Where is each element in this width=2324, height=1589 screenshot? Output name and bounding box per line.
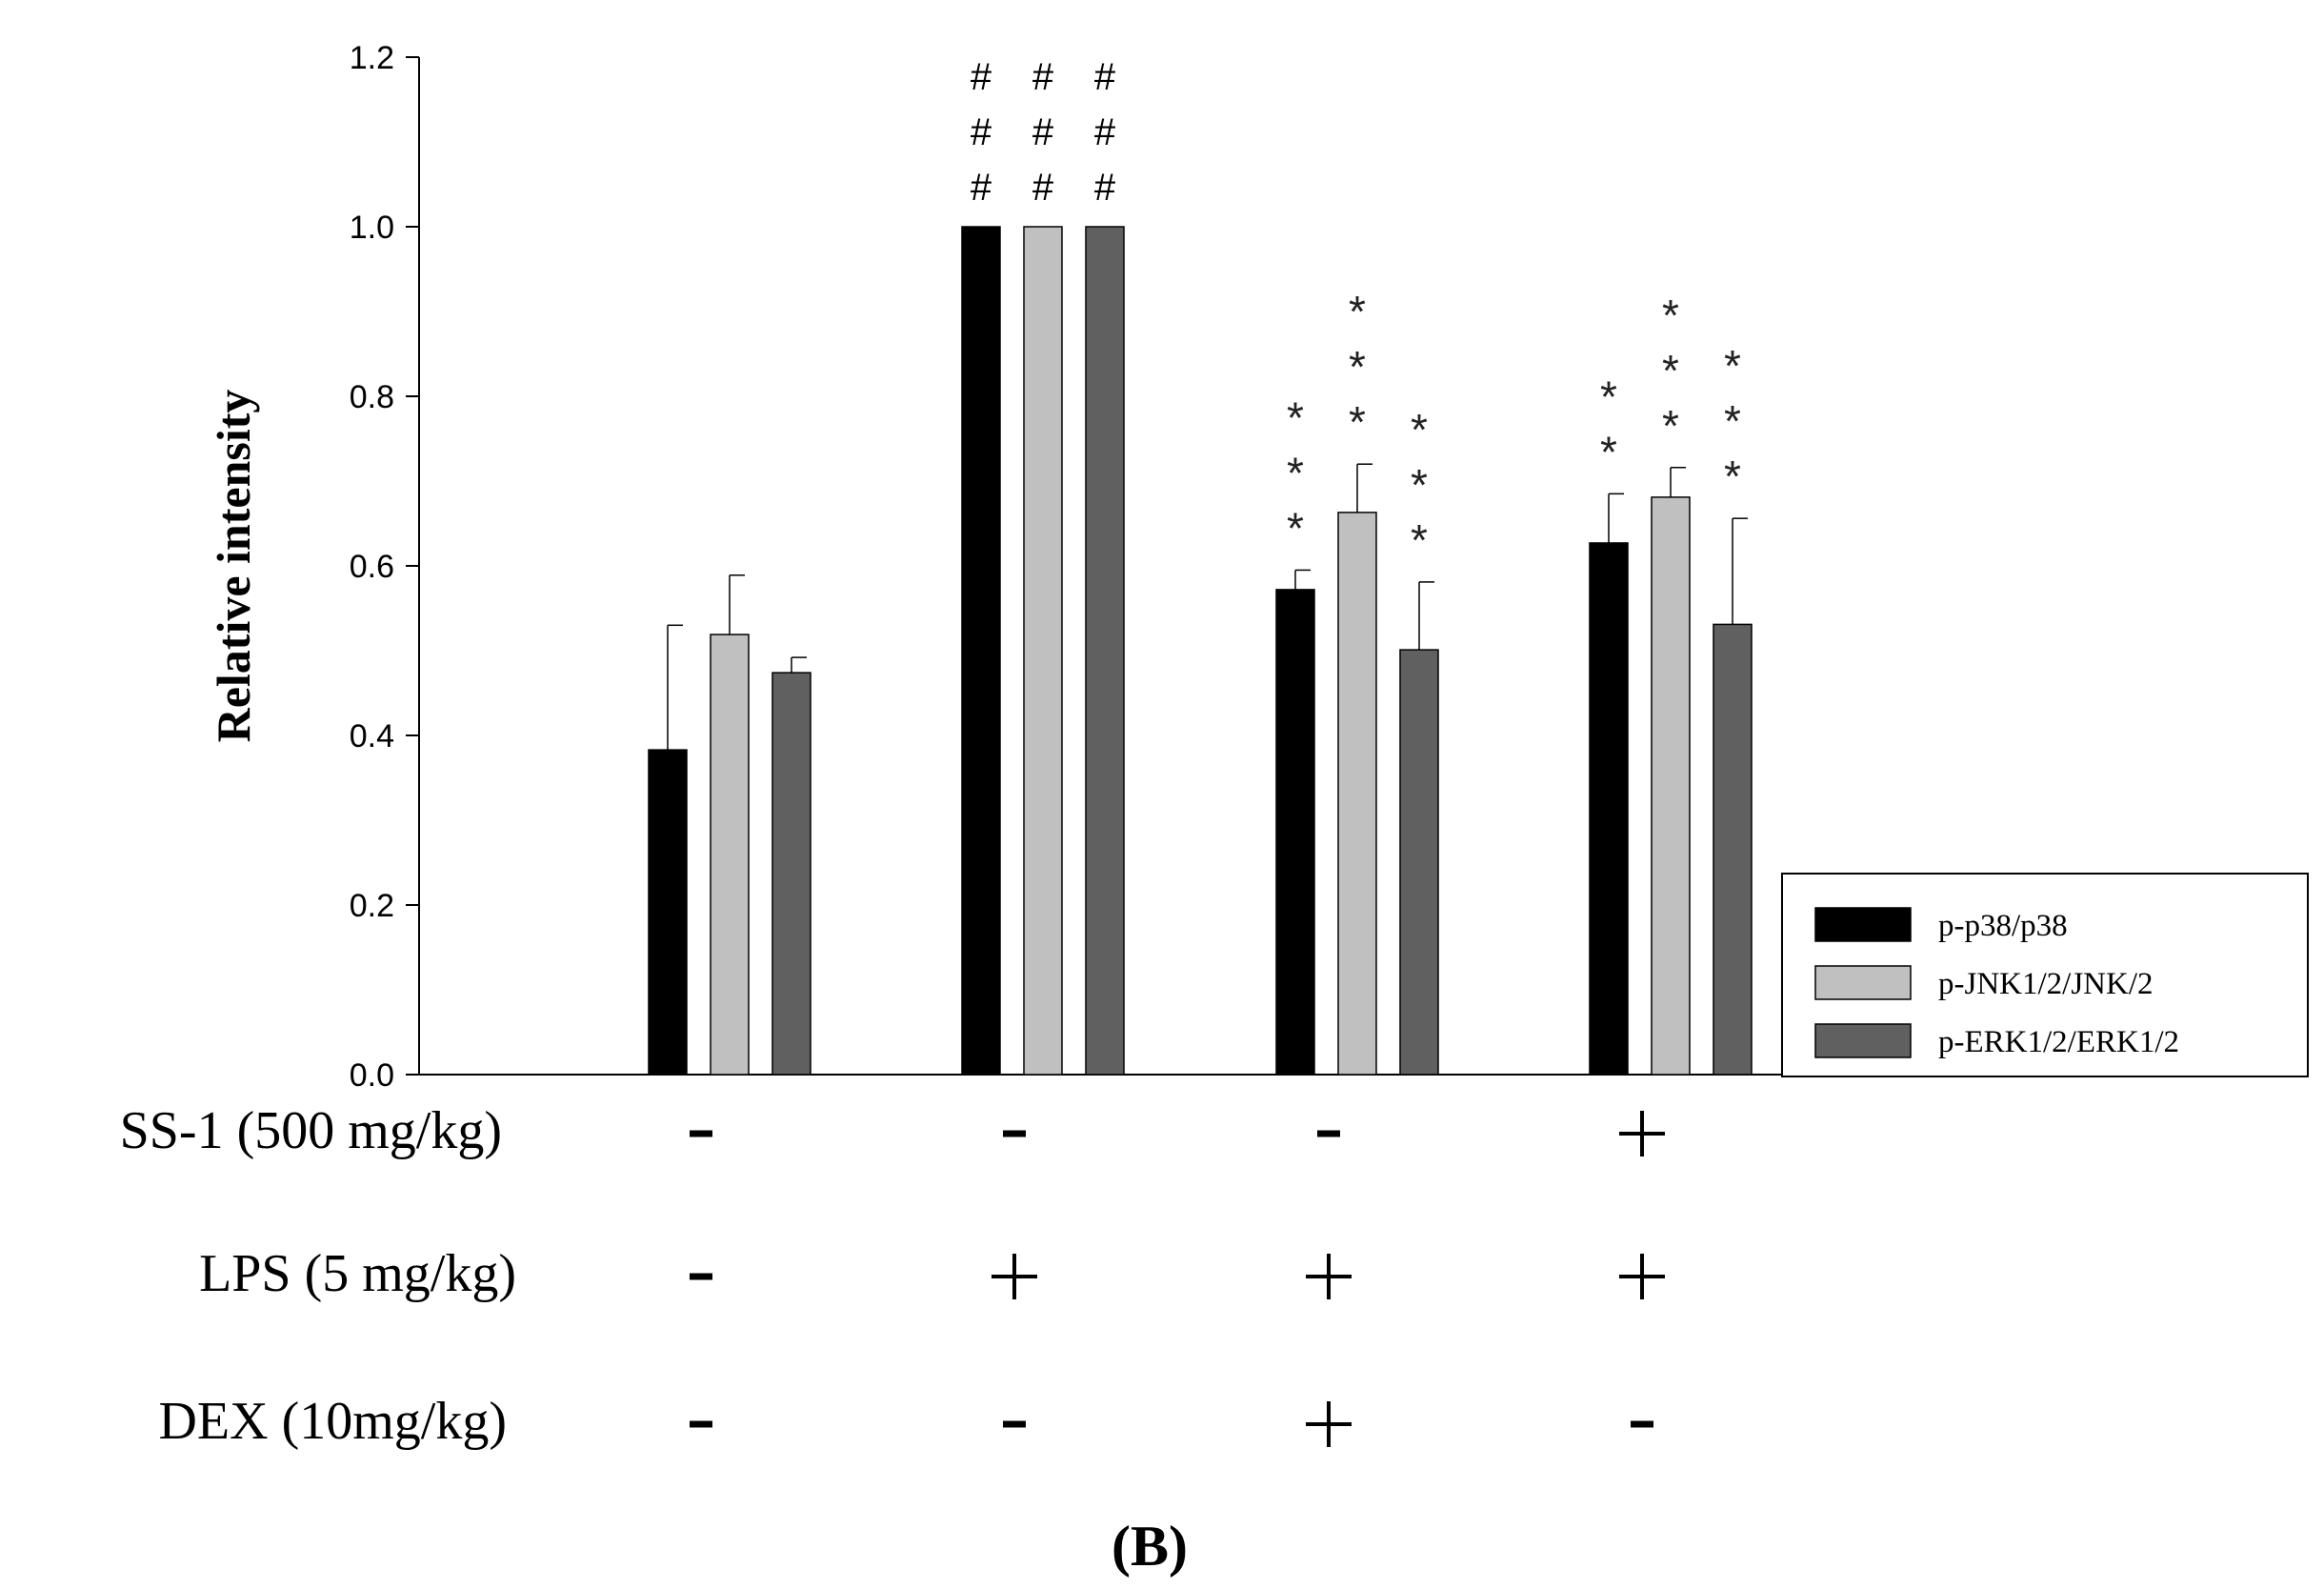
significance-marker: * xyxy=(1724,341,1741,391)
significance-marker: * xyxy=(1662,346,1679,395)
y-axis-ticks: 0.0 0.2 0.4 0.6 0.8 1.0 1.2 xyxy=(350,40,419,1094)
bar xyxy=(961,226,1001,1076)
legend-swatch xyxy=(1814,1023,1912,1058)
y-tick-label: 0.4 xyxy=(350,718,394,754)
y-tick-label: 1.0 xyxy=(350,210,394,246)
bar xyxy=(1713,623,1753,1076)
significance-marker: # xyxy=(971,167,992,209)
bar xyxy=(1589,542,1629,1076)
bar xyxy=(1399,649,1439,1076)
legend-label: p-JNK1/2/JNK/2 xyxy=(1938,967,2154,1001)
significance-marker: # xyxy=(971,111,992,153)
legend: p-p38/p38 p-JNK1/2/JNK/2 p-ERK1/2/ERK1/2 xyxy=(1781,873,2309,1077)
significance-marker: # xyxy=(1032,111,1054,153)
significance-marker: # xyxy=(1094,167,1116,209)
y-tick-label: 0.6 xyxy=(350,549,394,585)
significance-marker: * xyxy=(1287,448,1304,497)
bar xyxy=(1085,226,1125,1076)
panel-label: (B) xyxy=(1112,1515,1188,1578)
significance-marker: # xyxy=(1032,56,1054,98)
significance-marker: * xyxy=(1600,372,1617,421)
legend-label: p-ERK1/2/ERK1/2 xyxy=(1938,1025,2179,1059)
y-tick-label: 1.2 xyxy=(350,40,394,76)
significance-marker: * xyxy=(1724,396,1741,446)
significance-marker: # xyxy=(971,56,992,98)
bar xyxy=(1651,496,1691,1076)
legend-swatch xyxy=(1814,907,1912,942)
significance-marker: * xyxy=(1349,342,1366,392)
significance-marker: * xyxy=(1349,397,1366,447)
significance-marker: # xyxy=(1094,56,1116,98)
significance-marker: * xyxy=(1600,427,1617,476)
significance-marker: * xyxy=(1349,287,1366,336)
legend-label: p-p38/p38 xyxy=(1938,909,2068,943)
significance-marker: * xyxy=(1287,503,1304,553)
significance-marker: * xyxy=(1724,452,1741,501)
y-tick-label: 0.8 xyxy=(350,379,394,415)
bar xyxy=(771,672,811,1076)
y-tick-label: 0.0 xyxy=(350,1057,394,1094)
legend-swatch xyxy=(1814,965,1912,1000)
bar xyxy=(710,634,750,1076)
y-axis-label: Relative intensity xyxy=(207,390,260,743)
treatment-table: SS-1 (500 mg/kg) LPS (5 mg/kg) DEX (10mg/k… xyxy=(120,1101,1665,1451)
significance-marker: # xyxy=(1094,111,1116,153)
significance-marker: * xyxy=(1662,291,1679,340)
y-tick-label: 0.2 xyxy=(350,888,394,924)
significance-marker: * xyxy=(1411,515,1428,565)
treatment-label: DEX (10mg/kg) xyxy=(158,1392,507,1451)
significance-marker: * xyxy=(1287,392,1304,442)
significance-marker: * xyxy=(1411,460,1428,510)
bar xyxy=(1275,589,1315,1076)
bar xyxy=(1337,512,1377,1076)
treatment-label: LPS (5 mg/kg) xyxy=(199,1244,516,1303)
significance-marker: * xyxy=(1411,405,1428,454)
significance-marker: * xyxy=(1662,401,1679,451)
bar xyxy=(1023,226,1063,1076)
bar xyxy=(648,749,688,1076)
bar-groups: ###*****###******###****** xyxy=(648,56,1753,1076)
significance-marker: # xyxy=(1032,167,1054,209)
treatment-label: SS-1 (500 mg/kg) xyxy=(120,1101,502,1160)
